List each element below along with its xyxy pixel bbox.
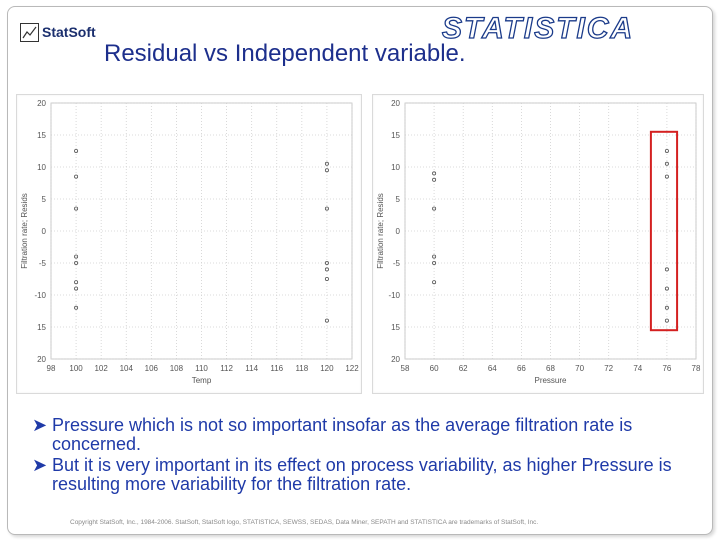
y-tick-label: 15 [37,323,46,332]
arrow-bullet-icon: ➤ [32,415,48,435]
x-tick-label: 78 [692,364,701,373]
x-tick-label: 70 [575,364,584,373]
y-tick-label: -10 [388,291,400,300]
copyright-footer: Copyright StatSoft, Inc., 1984-2006. Sta… [70,519,539,526]
data-point [432,280,437,285]
chart-logo-icon [20,22,39,42]
y-tick-label: 20 [37,355,46,364]
y-tick-label: 15 [37,131,46,140]
bullet-list: ➤ Pressure which is not so important ins… [32,416,702,496]
y-tick-label: 15 [391,323,400,332]
data-point [74,280,79,285]
y-tick-label: -5 [393,259,401,268]
data-point [74,174,79,179]
data-point [324,276,329,281]
data-point [74,206,79,211]
statistica-brand: STATISTICA [441,11,635,45]
x-tick-label: 102 [94,364,108,373]
data-point [664,305,669,310]
data-point [324,168,329,173]
bullet-item: ➤ Pressure which is not so important ins… [32,416,702,454]
x-tick-label: 74 [633,364,642,373]
x-tick-label: 66 [517,364,526,373]
arrow-bullet-icon: ➤ [32,455,48,475]
y-tick-label: 10 [37,163,46,172]
x-tick-label: 114 [245,364,258,373]
y-axis-label: Filtration rate; Resids [20,193,29,269]
y-tick-label: 0 [396,227,401,236]
data-point [664,267,669,272]
x-tick-label: 120 [320,364,334,373]
data-point [324,161,329,166]
data-point [664,286,669,291]
pressure-residual-chart: 58 60 62 64 66 68 70 72 74 76 78 20 15 10 5 0 -5 -10 15 20 P… [372,94,704,394]
y-tick-label: -5 [39,259,47,268]
temp-residual-plot: 98 100 102 104 106 108 110 112 114 116 118 120 12220… [20,99,359,385]
x-tick-label: 116 [270,364,283,373]
pressure-residual-plot: 58 60 62 64 66 68 70 72 74 76 78 20 15 10 5 0 -5 -10 15 20 P… [376,99,701,385]
x-tick-label: 104 [120,364,134,373]
y-tick-label: 20 [391,99,400,108]
data-point [74,260,79,265]
data-point [74,286,79,291]
x-axis-label: Pressure [534,376,567,385]
data-point [664,161,669,166]
x-tick-label: 60 [430,364,439,373]
data-point [324,206,329,211]
data-point [432,177,437,182]
x-tick-label: 98 [47,364,56,373]
x-tick-label: 106 [145,364,159,373]
logo-text: StatSoft [42,24,96,40]
x-tick-label: 118 [295,364,308,373]
data-point [432,260,437,265]
y-tick-label: 15 [391,131,400,140]
statsoft-logo: StatSoft [20,20,96,44]
x-tick-label: 108 [170,364,184,373]
x-tick-label: 68 [546,364,555,373]
data-point [74,254,79,259]
bullet-text: Pressure which is not so important insof… [52,415,633,454]
y-tick-label: 5 [396,195,401,204]
x-tick-label: 72 [604,364,613,373]
y-tick-label: 20 [391,355,400,364]
x-tick-label: 112 [220,364,233,373]
y-tick-label: 10 [391,163,400,172]
bullet-text: But it is very important in its effect o… [52,455,672,494]
data-point [324,260,329,265]
data-point [664,174,669,179]
x-tick-label: 58 [401,364,410,373]
x-tick-label: 100 [69,364,83,373]
data-point [432,171,437,176]
data-point [324,318,329,323]
data-point [74,305,79,310]
data-point [664,149,669,154]
data-point [74,149,79,154]
x-tick-label: 110 [195,364,208,373]
slide-title: Residual vs Independent variable. [104,40,466,67]
data-point [432,254,437,259]
y-tick-label: 5 [42,195,47,204]
highlight-box [649,130,679,332]
x-tick-label: 64 [488,364,497,373]
x-tick-label: 62 [459,364,468,373]
x-tick-label: 76 [662,364,671,373]
y-tick-label: 20 [37,99,46,108]
data-point [432,206,437,211]
data-point [664,318,669,323]
bullet-item: ➤ But it is very important in its effect… [32,456,702,494]
data-point [324,267,329,272]
x-axis-label: Temp [192,376,212,385]
y-tick-label: 0 [42,227,47,236]
y-tick-label: -10 [34,291,46,300]
plot-area [404,102,697,360]
temp-residual-chart: 98 100 102 104 106 108 110 112 114 116 118 120 122 20… [16,94,362,394]
x-tick-label: 122 [345,364,359,373]
y-axis-label: Filtration rate; Resids [376,193,385,269]
